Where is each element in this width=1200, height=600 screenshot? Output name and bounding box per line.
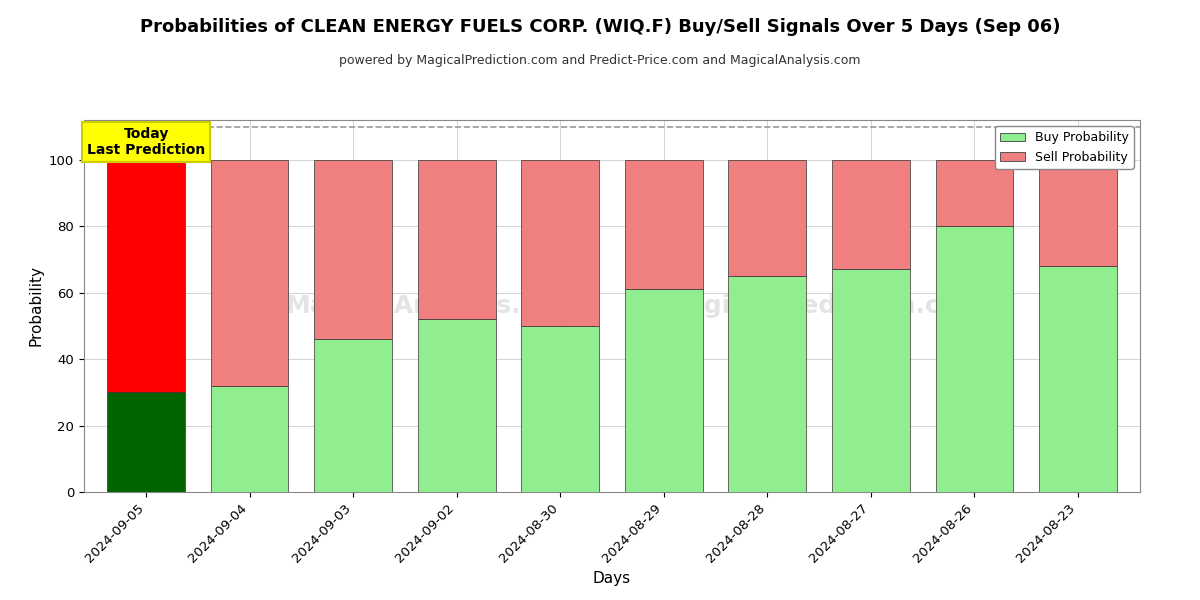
Bar xyxy=(107,392,185,492)
Bar xyxy=(522,326,599,492)
Legend: Buy Probability, Sell Probability: Buy Probability, Sell Probability xyxy=(995,126,1134,169)
Bar xyxy=(107,160,185,392)
Bar xyxy=(936,160,1013,226)
Bar xyxy=(211,386,288,492)
Bar xyxy=(625,289,702,492)
Y-axis label: Probability: Probability xyxy=(29,265,43,346)
Text: MagicalPrediction.com: MagicalPrediction.com xyxy=(662,294,984,318)
Bar xyxy=(418,319,496,492)
Text: Probabilities of CLEAN ENERGY FUELS CORP. (WIQ.F) Buy/Sell Signals Over 5 Days (: Probabilities of CLEAN ENERGY FUELS CORP… xyxy=(139,18,1061,36)
Bar xyxy=(625,160,702,289)
X-axis label: Days: Days xyxy=(593,571,631,586)
Bar xyxy=(1039,266,1117,492)
Bar xyxy=(522,160,599,326)
Text: powered by MagicalPrediction.com and Predict-Price.com and MagicalAnalysis.com: powered by MagicalPrediction.com and Pre… xyxy=(340,54,860,67)
Bar xyxy=(211,160,288,386)
Text: Today
Last Prediction: Today Last Prediction xyxy=(86,127,205,157)
Bar xyxy=(728,160,806,276)
Bar xyxy=(314,339,392,492)
Bar xyxy=(418,160,496,319)
Bar xyxy=(1039,160,1117,266)
Bar xyxy=(314,160,392,339)
Text: MagicalAnalysis.com: MagicalAnalysis.com xyxy=(286,294,580,318)
Bar xyxy=(832,160,910,269)
Bar xyxy=(832,269,910,492)
Bar xyxy=(728,276,806,492)
Bar xyxy=(936,226,1013,492)
